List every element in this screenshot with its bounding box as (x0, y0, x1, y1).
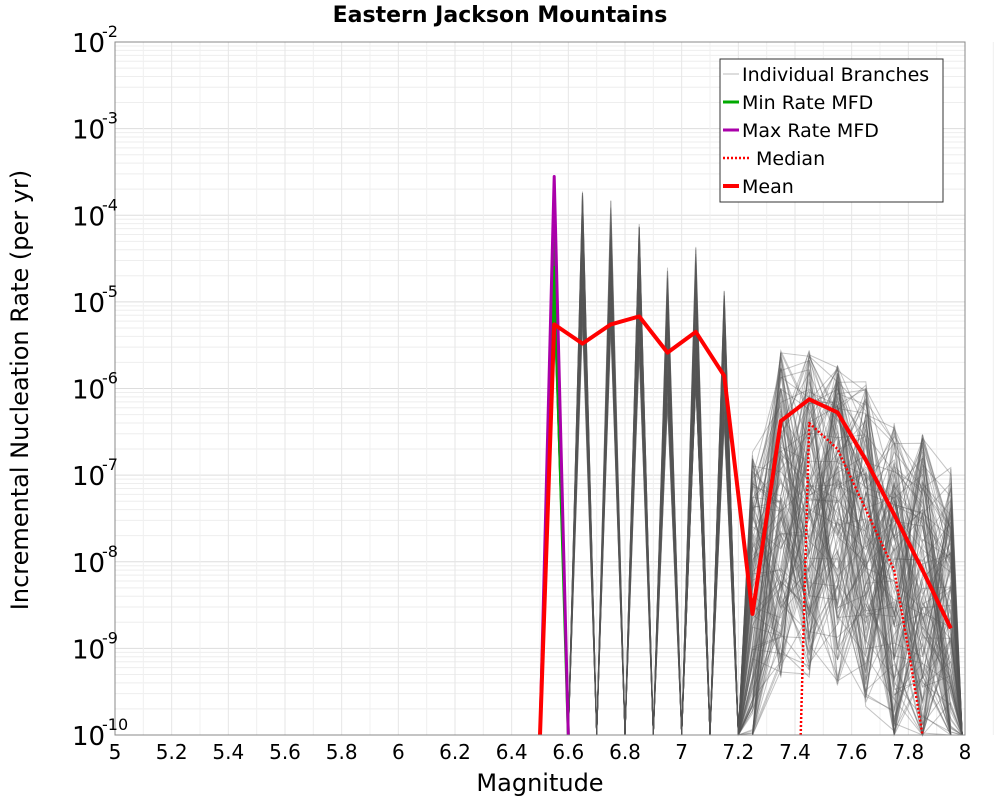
branch-line (539, 196, 963, 736)
plot-frame (114, 41, 966, 736)
y-tick-exponent: -10 (102, 715, 128, 734)
y-tick-label: 10-3 (72, 109, 118, 146)
x-tick-label: 6 (392, 740, 405, 764)
y-tick-label: 10-4 (72, 195, 118, 232)
y-tick-base: 10 (72, 376, 105, 406)
legend-label: Min Rate MFD (742, 92, 873, 114)
branch-line (540, 284, 963, 736)
legend-label: Mean (742, 176, 794, 198)
y-tick-label: 10-6 (72, 369, 118, 406)
branch-line (539, 246, 963, 736)
y-tick-base: 10 (72, 202, 105, 232)
y-tick-exponent: -6 (102, 369, 118, 388)
branch-line (539, 200, 963, 737)
y-tick-exponent: -9 (102, 628, 118, 647)
series-layer (538, 175, 953, 736)
branch-line (539, 232, 963, 736)
branch-line (540, 246, 963, 737)
y-tick-label: 10-5 (72, 282, 118, 319)
x-tick-label: 8 (959, 740, 972, 764)
x-tick-label: 7.8 (892, 740, 924, 764)
branch-line (540, 257, 963, 736)
branch-line (540, 270, 963, 736)
x-tick-label: 6.6 (552, 740, 584, 764)
legend: Individual Branches Min Rate MFD Max Rate … (719, 58, 944, 203)
y-tick-base: 10 (72, 289, 105, 319)
x-tick-label: 5 (109, 740, 122, 764)
branch-line (540, 274, 963, 736)
y-tick-exponent: -8 (102, 542, 118, 561)
x-tick-label: 7.6 (836, 740, 868, 764)
legend-label: Individual Branches (742, 64, 929, 86)
y-tick-base: 10 (72, 549, 105, 579)
series-median (799, 421, 924, 736)
x-ticks: 5 5.2 5.4 5.6 5.8 6 6.2 6.4 6.6 6.8 7 7.2 7.4 7.6 7.8 8 (109, 740, 972, 764)
y-tick-exponent: -3 (102, 109, 118, 128)
branch-line (540, 254, 963, 736)
branch-line (539, 202, 963, 736)
y-axis-label: Incremental Nucleation Rate (per yr) (6, 170, 34, 610)
x-tick-label: 6.8 (609, 740, 641, 764)
branch-line (540, 199, 963, 736)
branch-line (539, 253, 963, 736)
y-tick-label: 10-8 (72, 542, 118, 579)
chart-title: Eastern Jackson Mountains (333, 3, 668, 28)
x-tick-label: 6.2 (439, 740, 471, 764)
branch-line (540, 280, 963, 736)
legend-box (719, 58, 944, 203)
branch-line (539, 189, 963, 736)
y-tick-base: 10 (72, 722, 105, 752)
y-tick-base: 10 (72, 635, 105, 665)
branch-line (540, 268, 963, 736)
branch-line (539, 181, 963, 736)
x-tick-label: 5.6 (269, 740, 301, 764)
x-tick-label: 7.4 (779, 740, 811, 764)
x-tick-label: 5.4 (212, 740, 244, 764)
x-tick-label: 5.2 (156, 740, 188, 764)
branch-line (539, 218, 963, 736)
series-mean (538, 314, 953, 736)
x-tick-label: 5.8 (326, 740, 358, 764)
y-tick-exponent: -4 (102, 195, 118, 214)
y-tick-label: 10-7 (72, 455, 118, 492)
branch-line (540, 216, 963, 736)
y-tick-exponent: -2 (102, 22, 118, 41)
y-tick-label: 10-9 (72, 628, 118, 665)
y-tick-label: 10-2 (72, 22, 118, 59)
branch-line (539, 233, 963, 736)
x-axis-label: Magnitude (476, 769, 603, 797)
branch-line (539, 204, 963, 736)
legend-label: Max Rate MFD (742, 120, 879, 142)
branch-line (539, 290, 963, 736)
y-tick-base: 10 (72, 116, 105, 146)
branch-line (539, 192, 963, 736)
y-tick-exponent: -5 (102, 282, 118, 301)
legend-label: Median (756, 148, 825, 170)
branch-line (540, 205, 963, 736)
branch-line (540, 263, 963, 736)
branch-line (540, 299, 963, 736)
branch-line (540, 200, 963, 736)
branch-line (540, 193, 963, 736)
y-tick-label: 10-10 (72, 715, 128, 752)
y-tick-base: 10 (72, 29, 105, 59)
x-tick-label: 7.2 (722, 740, 754, 764)
x-tick-label: 6.4 (496, 740, 528, 764)
branch-line (539, 208, 963, 736)
branch-line (540, 227, 963, 736)
y-tick-base: 10 (72, 462, 105, 492)
y-tick-exponent: -7 (102, 455, 118, 474)
branch-line (540, 191, 963, 736)
branch-line (540, 216, 963, 736)
x-tick-label: 7 (675, 740, 688, 764)
